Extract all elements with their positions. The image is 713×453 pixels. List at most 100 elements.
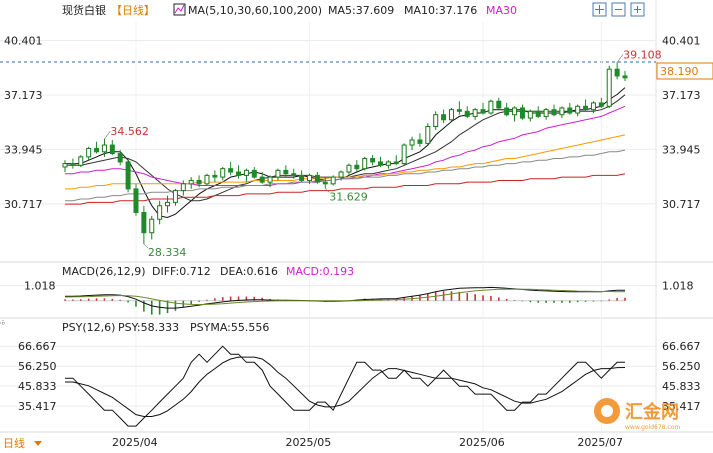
psy-tick-left: 56.250 (18, 360, 57, 373)
main-header: 现货白银 【日线】 MA(5,10,30,60,100,200) MA5:37.… (62, 3, 517, 17)
macd-title: MACD(26,12,9) (62, 265, 146, 278)
candle (283, 165, 289, 178)
candle (598, 97, 604, 108)
candle (188, 177, 194, 189)
date-tick: 2025/05 (286, 436, 332, 449)
candle (441, 109, 447, 124)
price-tick-left: 40.401 (4, 35, 43, 48)
toolbar (592, 2, 645, 17)
crosshair-icon[interactable] (592, 2, 607, 17)
macd-dea-line (64, 288, 626, 306)
psy-axis-labels: 66.667 66.667 56.250 56.250 45.833 45.833 35.4… (18, 340, 701, 413)
price-tag-value: 38.190 (660, 65, 699, 78)
candlesticks (62, 62, 628, 245)
watermark: 汇金网 www.gold678.com (594, 398, 680, 431)
candle (212, 170, 218, 183)
date-tick: 2025/04 (112, 436, 158, 449)
macd-indicator (64, 286, 626, 315)
candle (559, 106, 565, 119)
panel-frame (0, 0, 713, 433)
psy-line (65, 345, 626, 427)
candle (172, 188, 178, 206)
candle (180, 180, 186, 196)
candle (307, 173, 313, 184)
annotation-high: 39.108 (623, 48, 662, 61)
candle (314, 172, 320, 184)
candle (243, 168, 249, 183)
psy-tick-right: 35.417 (662, 400, 701, 413)
price-tick-right: 37.173 (662, 89, 701, 102)
candle (409, 136, 415, 151)
price-tag: 38.190 (656, 62, 713, 80)
bottom-period-selector[interactable]: 日线 (3, 436, 42, 450)
candle (464, 106, 470, 119)
macd-axis-labels: 1.018 1.018 (24, 280, 694, 293)
candle (149, 215, 155, 240)
candle (204, 173, 210, 186)
psy-tick-right: 45.833 (662, 380, 701, 393)
grid-lines (0, 22, 656, 432)
candle (512, 106, 518, 122)
period-label[interactable]: 【日线】 (111, 3, 155, 17)
candle (94, 141, 100, 154)
watermark-text: 汇金网 (625, 401, 679, 423)
price-tick-right: 30.717 (662, 198, 701, 211)
annotation-low: 31.629 (329, 190, 368, 203)
candle (125, 158, 131, 193)
symbol-name: 现货白银 (62, 3, 106, 17)
candle (385, 160, 391, 169)
candle (590, 101, 596, 114)
ma-line-ma10 (65, 94, 626, 202)
macd-tick-left: 1.018 (24, 280, 56, 293)
price-tick-left: 33.945 (4, 143, 43, 156)
candle (543, 107, 549, 120)
candle (535, 106, 541, 119)
psy-value: PSY:58.333 (118, 321, 179, 334)
candle (275, 168, 281, 181)
psy-tick-left: 45.833 (18, 380, 57, 393)
zoom-in-icon[interactable] (630, 2, 645, 17)
candle (606, 65, 612, 108)
psy-title: PSY(12,6) (62, 321, 115, 334)
candle (448, 107, 454, 122)
chevron-down-icon (34, 441, 42, 446)
macd-dea: DEA:0.616 (220, 265, 278, 278)
price-tick-left: 37.173 (4, 89, 43, 102)
candle (228, 161, 234, 176)
psy-tick-left: 66.667 (18, 340, 57, 353)
macd-tick-right: 1.018 (662, 280, 694, 293)
candle (70, 158, 76, 169)
psyma-line (65, 356, 626, 417)
ma-toggle-icon[interactable] (173, 3, 186, 16)
candle (322, 177, 328, 189)
candle (496, 97, 502, 110)
candle (267, 175, 273, 188)
zoom-out-icon[interactable] (611, 2, 626, 17)
annotation-high: 34.562 (110, 125, 148, 138)
candle (488, 99, 494, 115)
annotation-low: 28.334 (148, 246, 187, 259)
candle (370, 155, 376, 166)
ma5-value: MA5:37.609 (328, 4, 394, 17)
candle (551, 104, 557, 117)
candle (472, 107, 478, 120)
candle (220, 166, 226, 181)
candle (86, 146, 92, 161)
candle (401, 143, 407, 166)
candle (583, 99, 589, 112)
bottom-period-label: 日线 (3, 436, 25, 450)
ma-line-ma200 (65, 173, 626, 205)
psy-tick-right: 66.667 (662, 340, 701, 353)
macd-value: MACD:0.193 (286, 265, 354, 278)
ma10-value: MA10:37.176 (404, 4, 477, 17)
ma-line-ma100 (65, 149, 626, 202)
candle (575, 104, 581, 117)
candle (527, 109, 533, 122)
price-tick-right: 40.401 (662, 35, 701, 48)
candle (354, 160, 360, 173)
candle (377, 156, 383, 167)
ma-settings: MA(5,10,30,60,100,200) (188, 4, 322, 17)
macd-diff: DIFF:0.712 (152, 265, 211, 278)
candle (133, 183, 139, 216)
candle (196, 175, 202, 188)
